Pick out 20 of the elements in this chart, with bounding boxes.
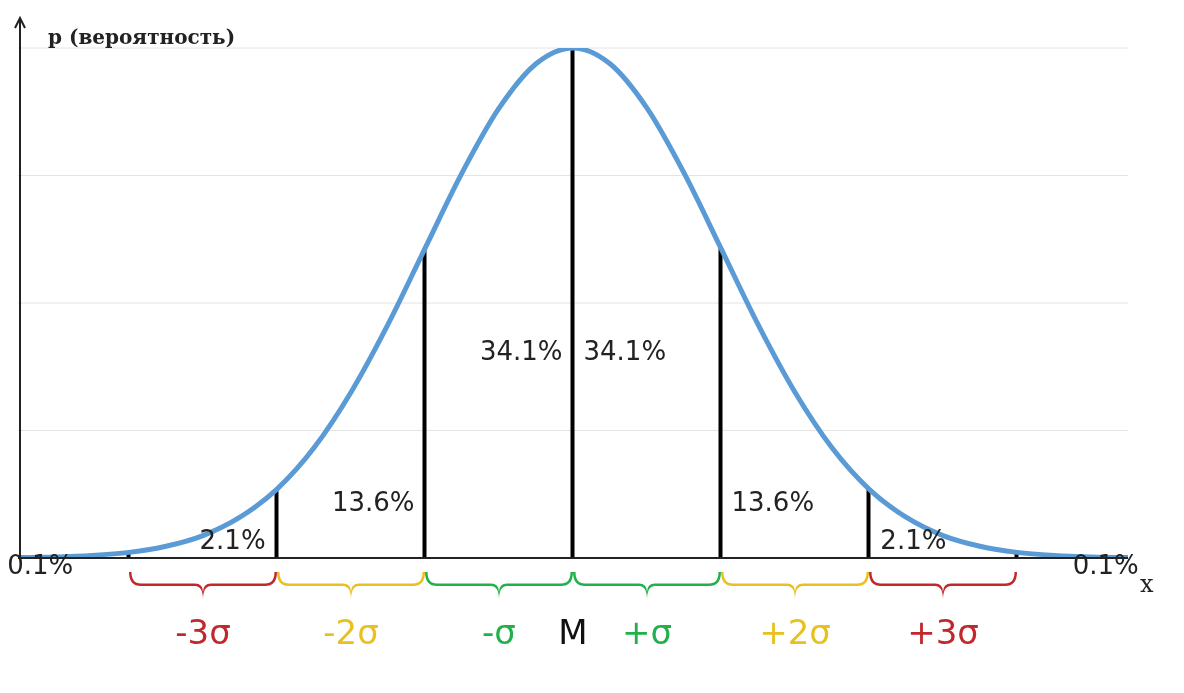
y-axis-title: p (вероятность) (48, 25, 236, 49)
bar (718, 248, 723, 558)
x-tick-label: +σ (621, 612, 673, 652)
x-tick-label: -2σ (323, 612, 379, 652)
bar (570, 48, 575, 558)
annotation: 34.1% (583, 336, 667, 367)
x-tick-label: -3σ (175, 612, 231, 652)
bar (422, 248, 427, 558)
annotation: 13.6% (731, 486, 815, 517)
x-tick-label: -σ (482, 612, 516, 652)
annotation: 13.6% (331, 486, 415, 517)
x-tick-label: +3σ (907, 612, 979, 652)
annotation: 2.1% (199, 524, 266, 555)
annotation: 34.1% (479, 336, 563, 367)
x-tick-label: +2σ (759, 612, 831, 652)
bar (866, 489, 871, 558)
x-tick-label: M (558, 612, 588, 652)
bar (274, 489, 279, 558)
annotation: 2.1% (880, 524, 947, 555)
x-axis-title: x (1140, 570, 1154, 598)
